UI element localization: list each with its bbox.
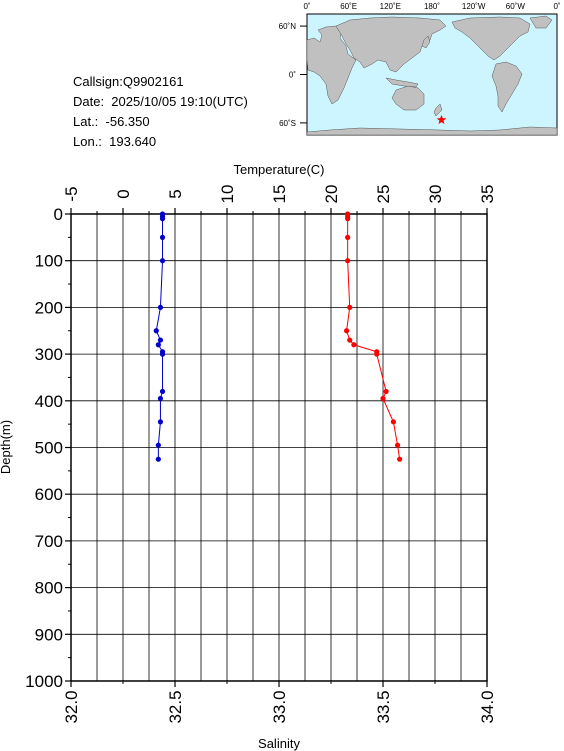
chart-series — [153, 211, 403, 462]
temperature-data-point — [345, 216, 351, 222]
temperature-tick-label: 20 — [322, 185, 341, 204]
depth-axis-title: Depth(m) — [0, 420, 13, 474]
temperature-tick-label: 30 — [426, 185, 445, 204]
depth-tick-label: 1000 — [25, 672, 63, 691]
map-lon-label: 180˚ — [424, 2, 440, 11]
salinity-data-point — [157, 304, 164, 310]
salinity-data-point — [157, 337, 164, 343]
temperature-data-point — [380, 395, 386, 402]
salinity-data-point — [155, 442, 161, 448]
salinity-data-point — [159, 349, 166, 355]
map-land — [306, 15, 558, 136]
depth-tick-label: 100 — [35, 252, 63, 271]
temperature-axis-title: Temperature(C) — [233, 162, 324, 177]
map-lon-label: 60˚W — [506, 2, 526, 11]
map-lat-label: 60˚S — [279, 119, 296, 128]
depth-tick-label: 900 — [35, 625, 63, 644]
salinity-data-point — [157, 419, 164, 425]
map-lat-label: 0˚ — [289, 71, 296, 80]
map-lon-label: 120˚W — [462, 2, 486, 11]
map-lat-label: 60˚N — [279, 22, 297, 31]
depth-tick-label: 200 — [35, 298, 63, 317]
callsign-text: Callsign:Q9902161 — [73, 74, 184, 89]
depth-tick-label: 700 — [35, 532, 63, 551]
salinity-data-point — [155, 342, 161, 348]
temperature-data-point — [390, 419, 396, 425]
chart-grid — [70, 213, 488, 682]
salinity-tick-label: 32.0 — [62, 690, 81, 723]
temperature-tick-label: 5 — [166, 189, 185, 198]
map-latitude-labels: 60˚N 0˚ 60˚S — [279, 22, 307, 128]
salinity-data-point — [157, 395, 164, 402]
temperature-data-point — [374, 349, 380, 355]
salinity-data-point — [159, 388, 166, 395]
temperature-data-point — [397, 456, 403, 462]
salinity-data-point — [153, 328, 159, 334]
salinity-tick-label: 32.5 — [166, 690, 185, 723]
map-longitude-labels: 0˚ 60˚E 120˚E 180˚ 120˚W 60˚W 0˚ — [303, 2, 560, 11]
chart-tick-labels: 0 100 200 300 400 500 600 700 800 900 1000 -5 0 5 10 15… — [25, 185, 497, 724]
temperature-tick-label: 25 — [374, 185, 393, 204]
depth-tick-label: 400 — [35, 392, 63, 411]
temperature-profile-line — [346, 214, 401, 460]
map-lon-label: 60˚E — [340, 2, 357, 11]
temperature-data-point — [345, 211, 351, 217]
latitude-text: Lat.: -56.350 — [73, 114, 150, 129]
cast-location-marker — [436, 114, 447, 124]
salinity-data-point — [159, 351, 166, 357]
depth-tick-label: 800 — [35, 579, 63, 598]
temperature-data-point — [374, 351, 380, 357]
salinity-data-point — [159, 258, 166, 264]
location-map: 0˚ 60˚E 120˚E 180˚ 120˚W 60˚W 0˚ 60˚N 0˚ 60˚S — [279, 2, 561, 136]
salinity-tick-label: 33.5 — [374, 690, 393, 723]
salinity-data-point — [159, 216, 166, 222]
depth-tick-label: 300 — [35, 345, 63, 364]
map-lon-label: 0˚ — [553, 2, 560, 11]
salinity-data-point — [159, 211, 166, 217]
temperature-data-point — [344, 328, 350, 334]
temperature-data-point — [351, 342, 357, 348]
temperature-tick-label: 10 — [218, 185, 237, 204]
plot-frame — [70, 213, 488, 682]
salinity-tick-label: 33.0 — [270, 690, 289, 723]
salinity-data-point — [155, 456, 161, 462]
temperature-data-point — [347, 304, 353, 310]
temperature-data-point — [394, 442, 401, 448]
temperature-tick-label: 15 — [270, 185, 289, 204]
temperature-tick-label: 35 — [478, 185, 497, 204]
salinity-profile-line — [155, 214, 164, 460]
temperature-data-point — [345, 234, 351, 240]
temperature-data-point — [383, 388, 389, 395]
cast-info: Callsign:Q9902161 Date: 2025/10/05 19:10… — [73, 72, 248, 152]
temperature-tick-label: 0 — [114, 189, 133, 198]
temperature-tick-label: -5 — [62, 186, 81, 201]
salinity-data-point — [159, 234, 166, 240]
longitude-text: Lon.: 193.640 — [73, 134, 157, 149]
chart-ticks — [65, 208, 488, 687]
salinity-tick-label: 34.0 — [478, 690, 497, 723]
temperature-data-point — [347, 337, 353, 343]
temperature-data-point — [345, 213, 351, 219]
date-text: Date: 2025/10/05 19:10(UTC) — [73, 94, 248, 109]
depth-tick-label: 0 — [54, 205, 63, 224]
temperature-data-point — [345, 258, 351, 264]
map-lon-label: 120˚E — [380, 2, 401, 11]
map-lon-label: 0˚ — [303, 2, 310, 11]
salinity-data-point — [159, 213, 166, 219]
depth-tick-label: 500 — [35, 439, 63, 458]
depth-tick-label: 600 — [35, 485, 63, 504]
salinity-axis-title: Salinity — [258, 736, 300, 751]
